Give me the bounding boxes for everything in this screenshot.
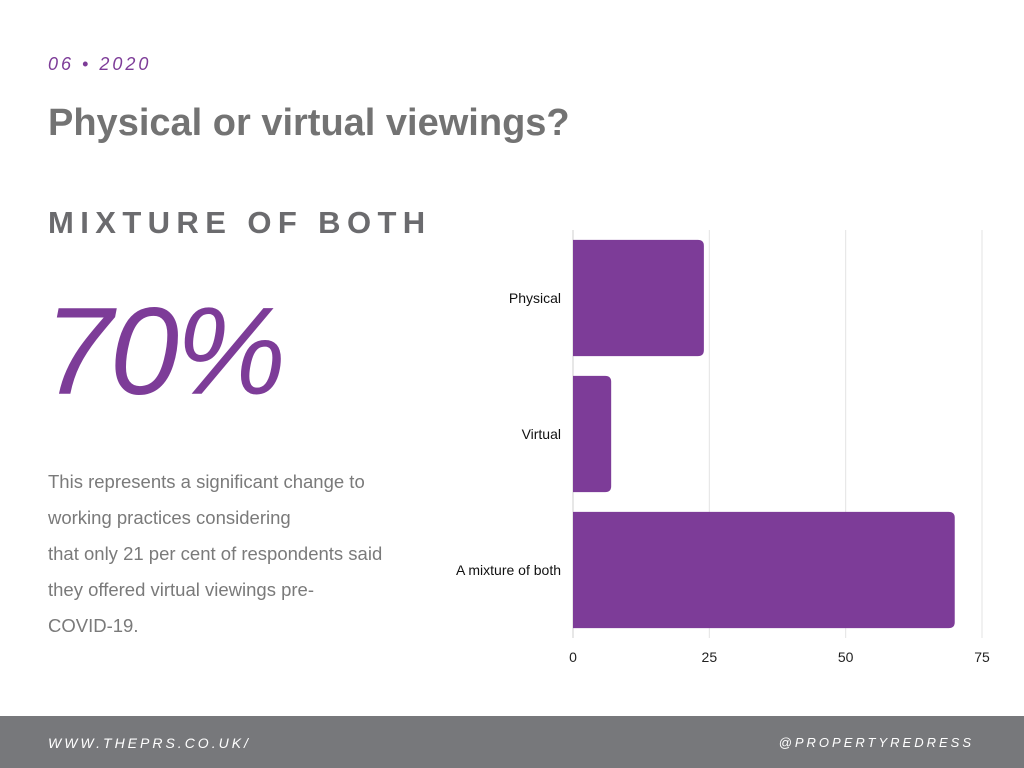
x-tick-label: 0	[569, 649, 577, 665]
description-line: COVID-19.	[48, 615, 139, 636]
category-label: Physical	[509, 290, 561, 306]
description-line: working practices considering	[48, 507, 291, 528]
bar	[573, 375, 612, 493]
date-label: 06 • 2020	[48, 54, 152, 74]
description-line: they offered virtual viewings pre-	[48, 579, 314, 600]
page-title: Physical or virtual viewings?	[48, 102, 570, 144]
highlight-description: This represents a significant change to …	[48, 464, 428, 644]
description-line: that only 21 per cent of respondents sai…	[48, 543, 383, 564]
bar	[573, 511, 955, 629]
bar-chart: 0 25 50 75 Physical Virtual A mixture of both	[456, 230, 990, 665]
category-label: A mixture of both	[456, 562, 561, 578]
social-handle[interactable]: @PROPERTYREDRESS	[778, 735, 974, 750]
x-tick-label: 75	[974, 649, 990, 665]
footer-bar: WWW.THEPRS.CO.UK/ @PROPERTYREDRESS	[0, 716, 1024, 768]
x-tick-label: 25	[702, 649, 718, 665]
category-label: Virtual	[522, 426, 561, 442]
x-tick-label: 50	[838, 649, 854, 665]
highlight-stat: 70%	[44, 283, 286, 421]
highlight-kicker: MIXTURE OF BOTH	[48, 205, 432, 240]
bar	[573, 239, 704, 357]
website-link[interactable]: WWW.THEPRS.CO.UK/	[48, 735, 251, 751]
description-line: This represents a significant change to	[48, 471, 365, 492]
